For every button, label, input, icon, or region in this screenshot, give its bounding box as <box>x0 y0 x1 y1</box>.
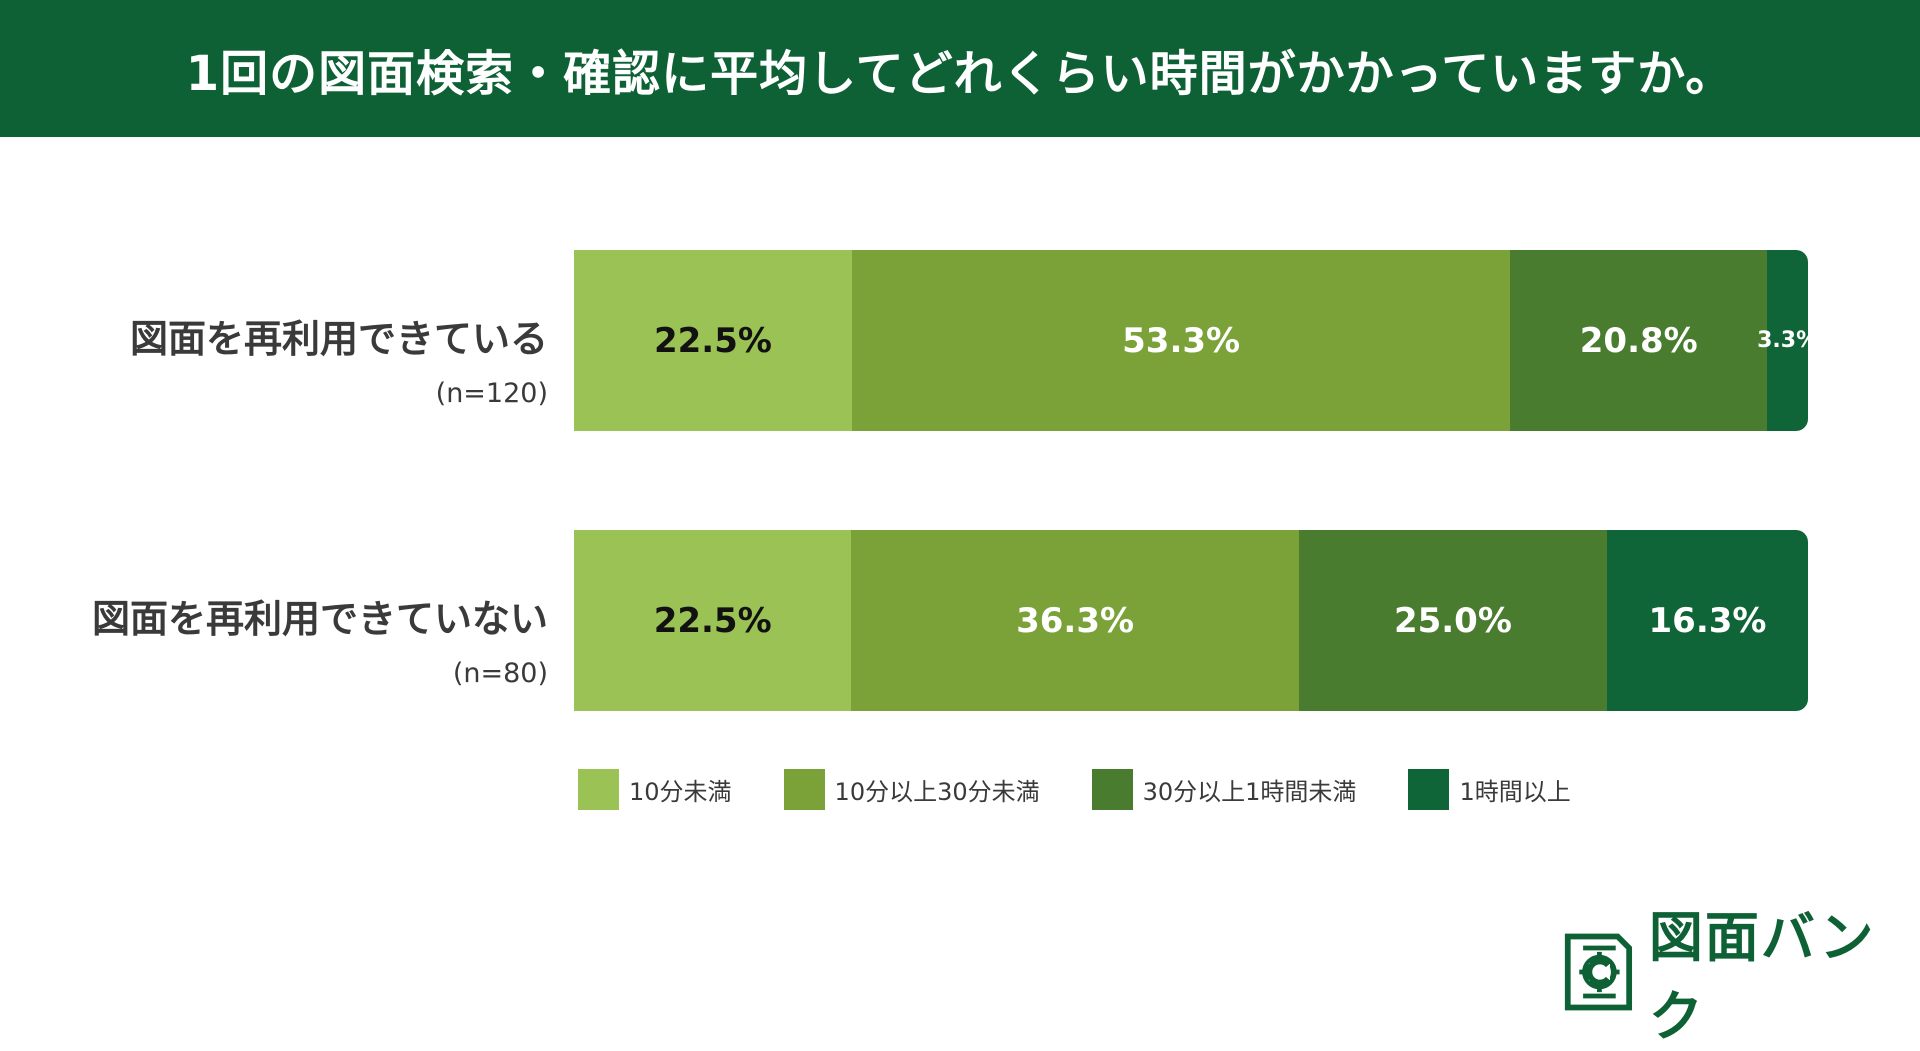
data-label: 16.3% <box>1648 600 1767 641</box>
bar-segment: 53.3% <box>851 250 1511 431</box>
data-label: 22.5% <box>653 320 772 361</box>
category-label: 図面を再利用できている (n=120) <box>130 316 548 412</box>
bar-segment: 20.8% <box>1510 250 1768 431</box>
legend-swatch <box>578 769 619 810</box>
data-label: 25.0% <box>1393 600 1512 641</box>
bar-segment: 22.5% <box>574 530 852 711</box>
data-label: 3.3% <box>1757 328 1819 353</box>
bar-segment: 3.3% <box>1757 250 1818 431</box>
legend-item: 10分以上30分未満 <box>783 769 1040 810</box>
chart-title: 1回の図面検索・確認に平均してどれくらい時間がかかっていますか。 <box>185 45 1735 102</box>
data-label: 36.3% <box>1016 600 1135 641</box>
category-name: 図面を再利用できていない <box>91 597 548 641</box>
legend-item: 30分以上1時間未満 <box>1091 769 1357 810</box>
bar-segment: 22.5% <box>574 250 852 431</box>
category-sample-size: (n=120) <box>435 378 548 409</box>
data-label: 20.8% <box>1579 320 1698 361</box>
title-banner: 1回の図面検索・確認に平均してどれくらい時間がかかっていますか。 <box>0 0 1920 137</box>
data-label: 53.3% <box>1122 320 1241 361</box>
legend-swatch <box>1091 769 1133 810</box>
bar-segment: 25.0% <box>1298 530 1608 711</box>
stacked-bar: 22.5% 53.3% 20.8% 3.3% <box>574 250 1818 431</box>
drawing-bank-logo-icon <box>1564 933 1633 1011</box>
legend-label: 30分以上1時間未満 <box>1142 778 1357 806</box>
logo-text: 図面バンク <box>1648 906 1876 1048</box>
category-sample-size: (n=80) <box>452 658 548 689</box>
legend-item: 1時間以上 <box>1408 769 1571 810</box>
legend-item: 10分未満 <box>578 769 732 810</box>
bar-segment: 16.3% <box>1607 530 1808 711</box>
legend: 10分未満 10分以上30分未満 30分以上1時間未満 1時間以上 <box>578 769 1623 810</box>
category-label: 図面を再利用できていない (n=80) <box>92 596 548 692</box>
legend-swatch <box>783 769 825 810</box>
stacked-bar: 22.5% 36.3% 25.0% 16.3% <box>574 530 1808 711</box>
brand-logo: 図面バンク <box>1562 893 1920 1051</box>
bar-segment: 36.3% <box>851 530 1299 711</box>
category-name: 図面を再利用できている <box>129 317 548 361</box>
legend-label: 1時間以上 <box>1459 778 1571 806</box>
data-label: 22.5% <box>653 600 772 641</box>
legend-swatch <box>1408 769 1450 810</box>
legend-label: 10分以上30分未満 <box>834 778 1040 806</box>
legend-label: 10分未満 <box>629 778 732 806</box>
